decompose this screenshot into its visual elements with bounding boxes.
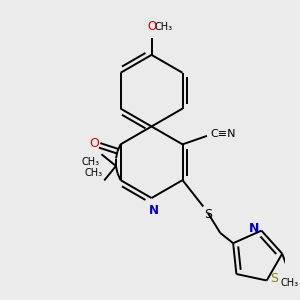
Text: CH₃: CH₃: [84, 168, 102, 178]
Text: CH₃: CH₃: [154, 22, 172, 32]
Text: C≡N: C≡N: [211, 129, 236, 139]
Text: S: S: [271, 272, 278, 285]
Text: N: N: [148, 204, 158, 217]
Text: O: O: [89, 137, 99, 150]
Text: O: O: [147, 20, 156, 33]
Text: S: S: [204, 208, 212, 221]
Text: N: N: [249, 222, 260, 235]
Text: CH₃: CH₃: [82, 157, 100, 167]
Text: CH₃: CH₃: [281, 278, 299, 288]
